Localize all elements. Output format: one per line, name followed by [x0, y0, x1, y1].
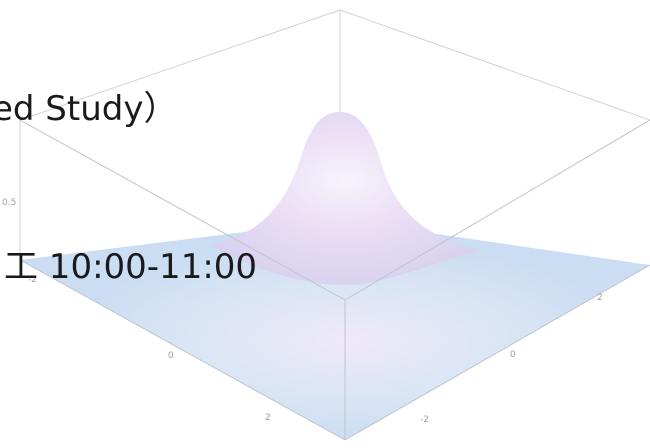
- slide-text-line: ed Study）: [0, 89, 178, 129]
- slide-text-line: 工 10:00-11:00: [4, 247, 258, 287]
- z-tick-label: 0.5: [2, 198, 16, 208]
- surface-floor: [20, 220, 650, 440]
- x-tick-label: -2: [28, 275, 37, 285]
- y-tick-label: 2: [597, 293, 603, 303]
- x-tick-label: 2: [265, 413, 271, 423]
- y-tick-label: 0: [510, 350, 516, 360]
- x-tick-label: 0: [168, 351, 174, 361]
- plot-box-front: [19, 119, 650, 441]
- surface-peak: [210, 112, 480, 285]
- y-tick-label: -2: [420, 415, 429, 425]
